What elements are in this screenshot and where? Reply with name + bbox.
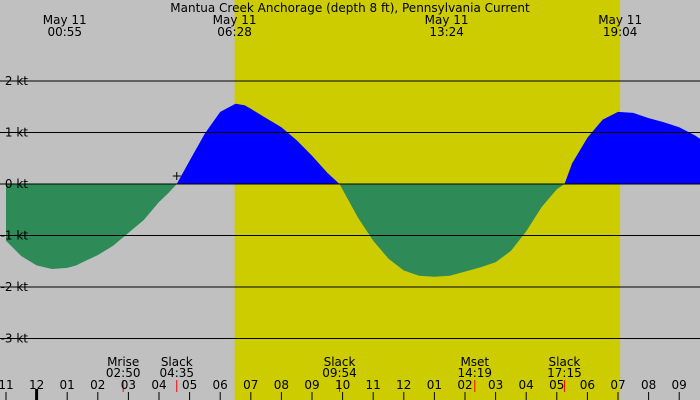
x-tick-label: 07 [610,378,625,392]
x-tick-label: 01 [60,378,75,392]
x-tick-label: 07 [243,378,258,392]
x-tick-label: 02 [90,378,105,392]
event-name-label: Mrise [107,355,139,369]
event-time-label: 09:54 [322,366,357,380]
x-tick-label: 10 [335,378,350,392]
top-time-label: 19:04 [603,25,638,39]
top-time-label: 13:24 [429,25,464,39]
top-date-label: May 11 [598,13,642,27]
x-tick-label: 05 [182,378,197,392]
slack-plus-marker [172,172,181,180]
x-tick-label: 04 [519,378,534,392]
event-time-label: 14:19 [457,366,492,380]
top-time-label: 06:28 [217,25,252,39]
y-tick-label: 0 kt [5,177,28,191]
x-tick-label: 05 [549,378,564,392]
event-time-label: 17:15 [547,366,582,380]
top-date-label: May 11 [425,13,469,27]
event-time-label: 04:35 [159,366,194,380]
x-tick-label: 06 [580,378,595,392]
y-tick-label: -2 kt [1,280,29,294]
x-tick-label: 02 [457,378,472,392]
y-tick-label: -1 kt [1,229,29,243]
x-tick-label: 11 [366,378,381,392]
y-tick-label: 1 kt [5,126,28,140]
y-tick-label: -3 kt [1,332,29,346]
top-date-label: May 11 [213,13,257,27]
event-name-label: Mset [460,355,489,369]
x-tick-label: 08 [274,378,289,392]
chart-title: Mantua Creek Anchorage (depth 8 ft), Pen… [170,1,530,15]
event-name-label: Slack [161,355,193,369]
event-name-label: Slack [549,355,581,369]
x-tick-label: 09 [672,378,687,392]
flood-current-area [6,103,700,184]
x-tick-label: 08 [641,378,656,392]
x-tick-label: 06 [213,378,228,392]
x-tick-label: 12 [396,378,411,392]
x-tick-label: 09 [304,378,319,392]
x-tick-label: 03 [488,378,503,392]
x-tick-label: 11 [0,378,14,392]
top-date-label: May 11 [43,13,87,27]
x-tick-label: 04 [151,378,166,392]
event-name-label: Slack [324,355,356,369]
y-tick-label: 2 kt [5,74,28,88]
x-tick-label: 03 [121,378,136,392]
ebb-current-area [6,184,700,277]
event-time-label: 02:50 [106,366,141,380]
x-tick-label: 01 [427,378,442,392]
x-tick-label: 12 [29,378,44,392]
top-time-label: 00:55 [47,25,82,39]
